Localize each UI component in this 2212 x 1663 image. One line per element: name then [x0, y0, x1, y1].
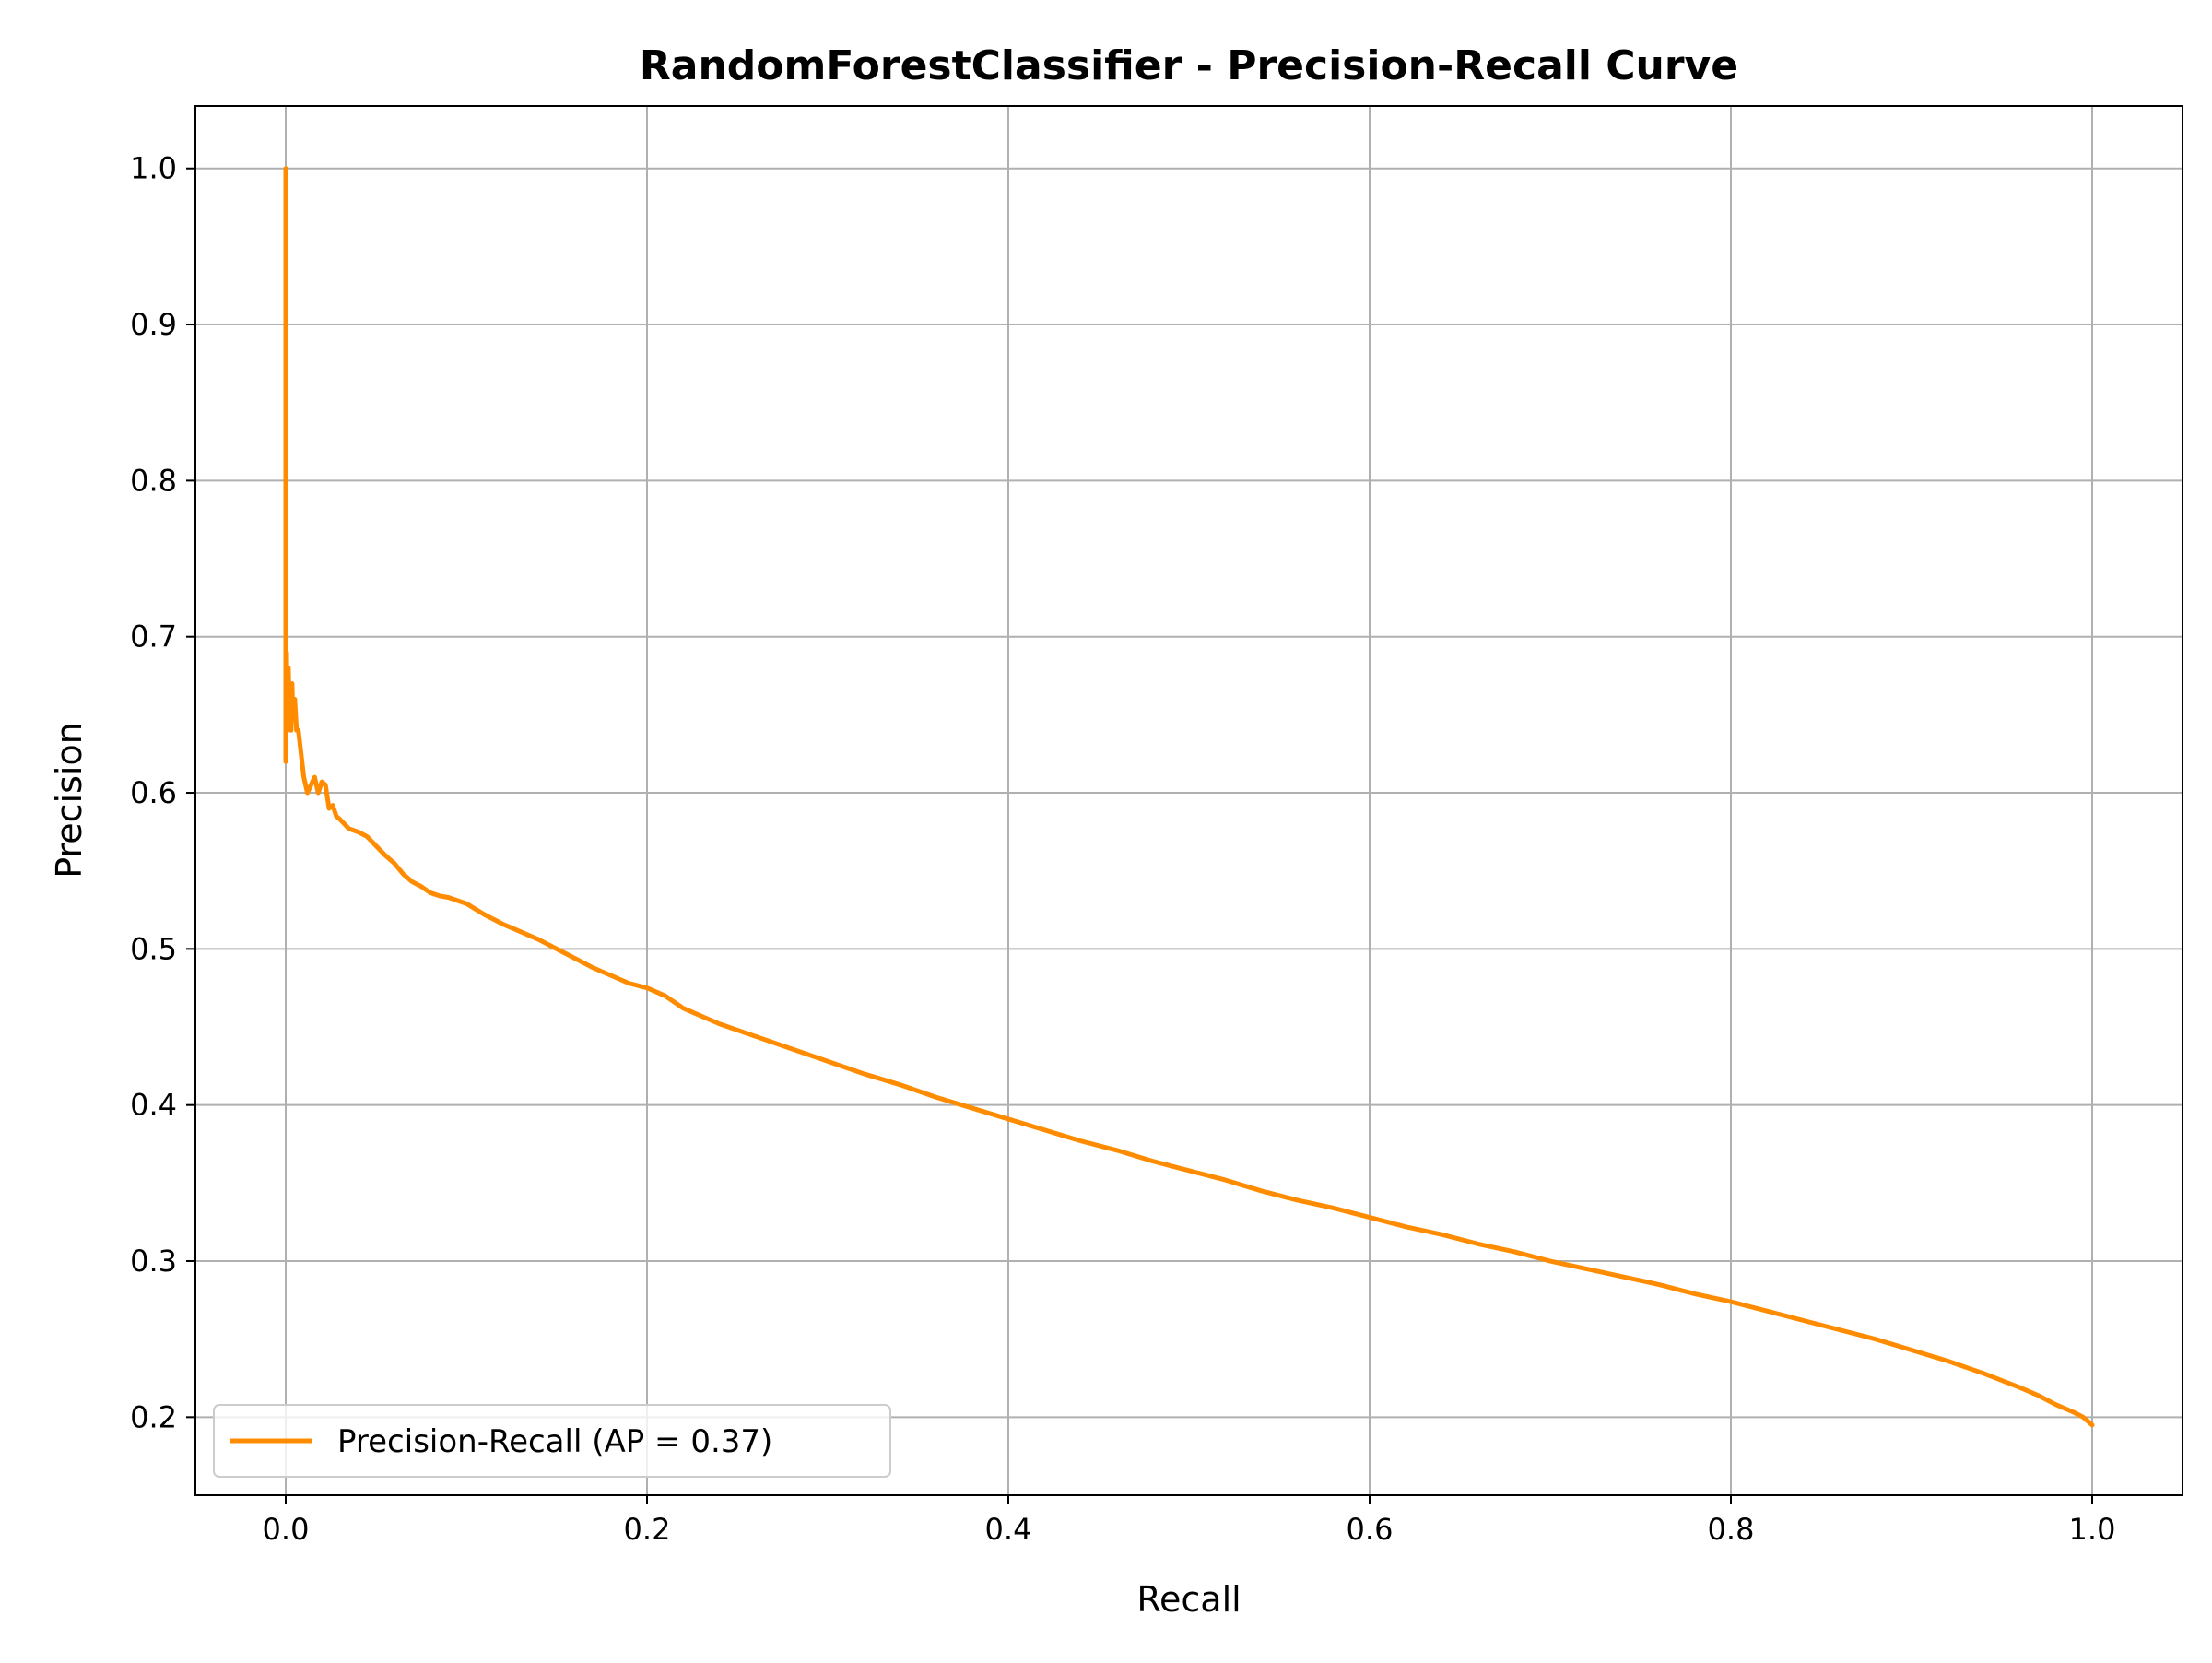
x-tick-label: 0.4 — [985, 1512, 1032, 1547]
y-tick-label: 0.4 — [130, 1088, 177, 1123]
grid-layer — [195, 106, 2183, 1495]
ticks-layer: 0.0 0.2 0.4 0.6 0.8 1.0 0.2 0.3 0.4 0.5 0.6 0.7 0.8 0… — [130, 151, 2115, 1547]
x-axis-label: Recall — [1136, 1579, 1241, 1620]
y-tick-label: 0.9 — [130, 307, 177, 342]
legend-box — [213, 1404, 891, 1478]
x-tick-label: 0.2 — [624, 1512, 671, 1547]
y-tick-label: 0.3 — [130, 1244, 177, 1279]
y-tick-label: 0.7 — [130, 619, 177, 655]
plot-frame — [194, 105, 2183, 1496]
y-tick-label: 0.8 — [130, 463, 177, 498]
x-tick-label: 0.0 — [263, 1512, 310, 1547]
legend-label: Precision-Recall (AP = 0.37) — [337, 1423, 772, 1460]
series-line-precision-recall — [283, 166, 2095, 1428]
y-tick-label: 0.6 — [130, 775, 177, 810]
y-tick-label: 0.2 — [130, 1399, 177, 1434]
y-tick-label: 0.5 — [130, 931, 177, 966]
x-tick-label: 1.0 — [2069, 1512, 2116, 1547]
x-tick-label: 0.8 — [1708, 1512, 1755, 1547]
y-tick-label: 1.0 — [130, 151, 177, 186]
series-layer — [283, 166, 2095, 1428]
chart-title: RandomForestClassifier - Precision-Recal… — [640, 42, 1738, 89]
x-tick-label: 0.6 — [1347, 1512, 1394, 1547]
y-axis-label: Precision — [49, 722, 89, 879]
legend: Precision-Recall (AP = 0.37) — [213, 1404, 891, 1478]
